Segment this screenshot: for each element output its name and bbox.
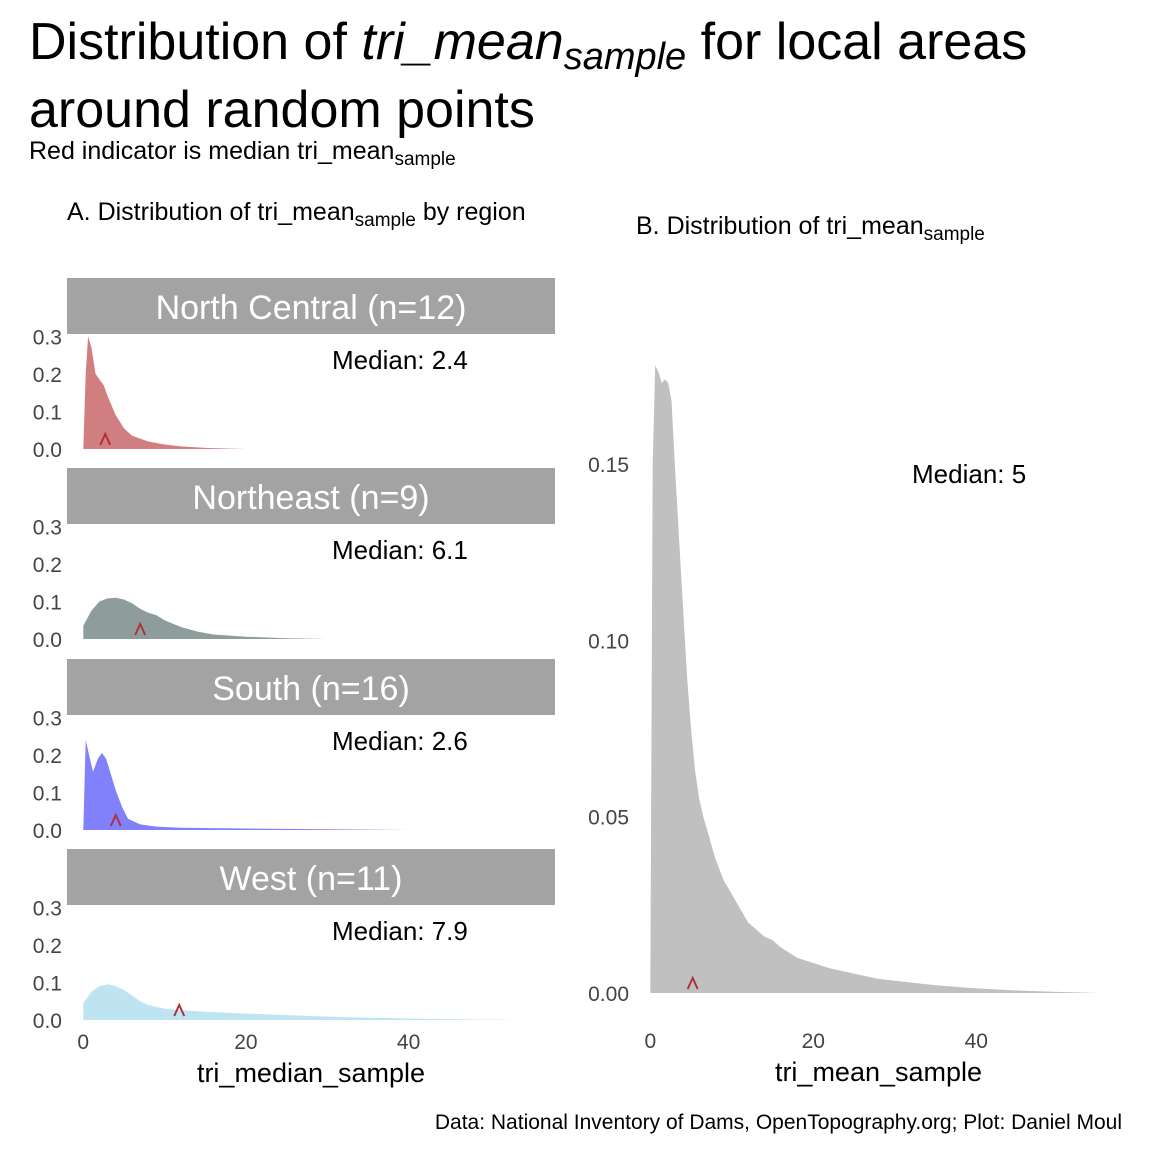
x-tick-label: 20 <box>802 1030 825 1053</box>
y-tick-label: 0.0 <box>33 439 62 462</box>
y-tick-label: 0.1 <box>33 782 62 805</box>
x-tick-label: 40 <box>397 1031 420 1054</box>
x-tick-label: 0 <box>77 1031 89 1054</box>
y-tick-label: 0.10 <box>588 630 629 653</box>
facet-strip <box>67 659 555 715</box>
page-title: Distribution of tri_meansample for local… <box>29 8 1129 144</box>
y-tick-label: 0.0 <box>33 629 62 652</box>
median-label: Median: 5 <box>912 459 1026 489</box>
density-area <box>83 597 328 639</box>
facet-strip-label: North Central (n=12) <box>156 289 467 327</box>
subtitle-subscript: sample <box>394 149 456 170</box>
y-tick-label: 0.3 <box>33 897 62 920</box>
y-tick-label: 0.00 <box>588 983 629 1006</box>
y-tick-label: 0.0 <box>33 820 62 843</box>
facet-strip <box>67 278 555 334</box>
y-tick-label: 0.1 <box>33 591 62 614</box>
median-marker <box>686 975 699 990</box>
y-tick-label: 0.1 <box>33 401 62 424</box>
panel-b-title-text: B. Distribution of tri_mean <box>636 212 924 240</box>
density-area <box>650 365 1099 993</box>
median-marker <box>109 812 122 827</box>
y-tick-label: 0.2 <box>33 554 62 577</box>
density-area <box>83 336 246 449</box>
facet-strip-label: Northeast (n=9) <box>192 479 429 517</box>
y-tick-label: 0.2 <box>33 935 62 958</box>
facet-strip-label: West (n=11) <box>220 860 403 898</box>
median-label: Median: 7.9 <box>332 916 468 946</box>
y-tick-label: 0.3 <box>33 707 62 730</box>
panel-a-title-text: A. Distribution of tri_mean <box>67 198 355 226</box>
facet-strip <box>67 468 555 524</box>
y-tick-label: 0.0 <box>33 1010 62 1033</box>
x-axis-title: tri_median_sample <box>197 1058 425 1088</box>
facet-strip-label: South (n=16) <box>212 670 410 708</box>
median-marker <box>173 1002 186 1017</box>
y-tick-label: 0.2 <box>33 745 62 768</box>
density-area <box>83 739 409 830</box>
y-tick-label: 0.05 <box>588 807 629 830</box>
median-marker <box>99 431 112 446</box>
panel-b-title-subscript: sample <box>923 224 985 245</box>
median-label: Median: 2.6 <box>332 726 468 756</box>
facet-strip <box>67 849 555 905</box>
y-tick-label: 0.2 <box>33 364 62 387</box>
y-tick-label: 0.3 <box>33 516 62 539</box>
title-text-end: for local areas around random points <box>29 13 1028 139</box>
page-subtitle: Red indicator is median tri_meansample <box>29 137 456 169</box>
density-area <box>83 984 515 1020</box>
median-label: Median: 2.4 <box>332 345 468 375</box>
y-tick-label: 0.15 <box>588 454 629 477</box>
panel-a-title: A. Distribution of tri_meansample by reg… <box>67 195 547 231</box>
title-subscript: sample <box>563 36 687 78</box>
title-text: Distribution of <box>29 13 362 71</box>
title-italic-text: tri_mean <box>361 13 564 71</box>
y-tick-label: 0.3 <box>33 326 62 349</box>
x-tick-label: 40 <box>965 1030 988 1053</box>
panel-b-title: B. Distribution of tri_meansample <box>636 212 985 244</box>
x-tick-label: 0 <box>644 1030 656 1053</box>
x-axis-title: tri_mean_sample <box>775 1057 982 1087</box>
x-tick-label: 20 <box>234 1031 257 1054</box>
median-marker <box>134 621 147 636</box>
median-label: Median: 6.1 <box>332 535 468 565</box>
panel-a-title-subscript: sample <box>354 210 416 231</box>
caption: Data: National Inventory of Dams, OpenTo… <box>434 1111 1122 1134</box>
subtitle-text: Red indicator is median tri_mean <box>29 137 395 165</box>
y-tick-label: 0.1 <box>33 972 62 995</box>
panel-a-title-text-end: by region <box>415 198 526 226</box>
